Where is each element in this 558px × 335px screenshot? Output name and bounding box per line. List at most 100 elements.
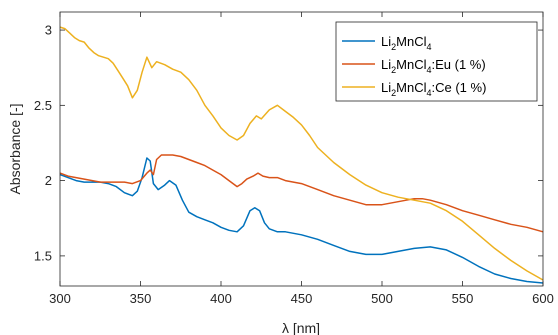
legend-box bbox=[335, 21, 538, 102]
data-point bbox=[446, 204, 447, 205]
data-point bbox=[414, 198, 415, 199]
data-point bbox=[108, 58, 109, 59]
data-point bbox=[92, 182, 93, 183]
data-point bbox=[526, 281, 527, 282]
data-point bbox=[381, 254, 382, 255]
data-point bbox=[494, 273, 495, 274]
data-point bbox=[166, 154, 167, 155]
data-point bbox=[228, 180, 229, 181]
data-point bbox=[237, 186, 238, 187]
series-line-2 bbox=[59, 154, 544, 233]
data-point bbox=[164, 185, 165, 186]
data-point bbox=[220, 127, 221, 128]
data-point bbox=[182, 200, 183, 201]
data-point bbox=[446, 210, 447, 211]
data-point bbox=[180, 156, 181, 157]
data-point bbox=[478, 266, 479, 267]
data-point bbox=[196, 90, 197, 91]
data-point bbox=[293, 117, 294, 118]
data-point bbox=[333, 195, 334, 196]
data-point bbox=[257, 173, 258, 174]
data-point bbox=[246, 179, 247, 180]
data-point bbox=[146, 57, 147, 58]
series-line-3 bbox=[59, 26, 544, 281]
series-line-1 bbox=[59, 157, 544, 284]
data-point bbox=[151, 67, 152, 68]
data-point bbox=[204, 165, 205, 166]
data-point bbox=[446, 249, 447, 250]
data-point bbox=[285, 231, 286, 232]
data-point bbox=[113, 63, 114, 64]
data-point bbox=[243, 135, 244, 136]
x-tick-label: 550 bbox=[452, 291, 474, 306]
data-point bbox=[108, 182, 109, 183]
data-point bbox=[212, 170, 213, 171]
y-tick-label: 2 bbox=[45, 173, 52, 188]
data-point bbox=[349, 200, 350, 201]
data-point bbox=[262, 176, 263, 177]
data-point bbox=[269, 177, 270, 178]
y-tick-label: 2.5 bbox=[34, 98, 52, 113]
data-point bbox=[285, 180, 286, 181]
data-point bbox=[462, 257, 463, 258]
data-point bbox=[414, 248, 415, 249]
data-point bbox=[153, 174, 154, 175]
data-point bbox=[228, 135, 229, 136]
data-point bbox=[526, 270, 527, 271]
data-point bbox=[150, 170, 151, 171]
data-point bbox=[93, 52, 94, 53]
data-point bbox=[212, 115, 213, 116]
data-point bbox=[169, 180, 170, 181]
x-tick-label: 500 bbox=[371, 291, 393, 306]
data-point bbox=[349, 174, 350, 175]
data-point bbox=[256, 115, 257, 116]
data-point bbox=[317, 189, 318, 190]
data-point bbox=[137, 90, 138, 91]
data-point bbox=[132, 183, 133, 184]
data-point bbox=[175, 185, 176, 186]
y-tick-label: 1.5 bbox=[34, 248, 52, 263]
data-point bbox=[462, 221, 463, 222]
data-point bbox=[309, 135, 310, 136]
data-point bbox=[204, 105, 205, 106]
data-point bbox=[259, 210, 260, 211]
data-point bbox=[124, 182, 125, 183]
data-point bbox=[98, 55, 99, 56]
data-point bbox=[67, 176, 68, 177]
data-point bbox=[146, 157, 147, 158]
data-point bbox=[188, 212, 189, 213]
data-point bbox=[137, 191, 138, 192]
data-point bbox=[228, 230, 229, 231]
x-tick-label: 400 bbox=[210, 291, 232, 306]
data-point bbox=[494, 219, 495, 220]
data-point bbox=[430, 200, 431, 201]
data-point bbox=[84, 182, 85, 183]
x-tick-label: 350 bbox=[130, 291, 152, 306]
data-point bbox=[116, 186, 117, 187]
data-point bbox=[365, 254, 366, 255]
data-point bbox=[156, 159, 157, 160]
data-point bbox=[398, 201, 399, 202]
data-point bbox=[204, 219, 205, 220]
data-point bbox=[333, 162, 334, 163]
data-point bbox=[301, 183, 302, 184]
data-point bbox=[510, 224, 511, 225]
data-point bbox=[277, 231, 278, 232]
data-point bbox=[84, 42, 85, 43]
data-point bbox=[92, 180, 93, 181]
data-point bbox=[365, 204, 366, 205]
data-point bbox=[494, 248, 495, 249]
data-point bbox=[172, 154, 173, 155]
data-point bbox=[150, 160, 151, 161]
data-point bbox=[422, 198, 423, 199]
data-point bbox=[69, 33, 70, 34]
data-point bbox=[269, 228, 270, 229]
legend-entries: Li2MnCl4 Li2MnCl4:Eu (1 %) Li2MnCl4:Ce (1 … bbox=[342, 34, 486, 98]
data-point bbox=[220, 227, 221, 228]
y-axis: 1.5 2 2.5 3 bbox=[34, 23, 543, 263]
legend-label: Li2MnCl4 bbox=[381, 34, 432, 52]
legend-label: Li2MnCl4:Eu (1 %) bbox=[381, 57, 486, 75]
data-point bbox=[158, 189, 159, 190]
data-point bbox=[254, 207, 255, 208]
data-point bbox=[237, 231, 238, 232]
